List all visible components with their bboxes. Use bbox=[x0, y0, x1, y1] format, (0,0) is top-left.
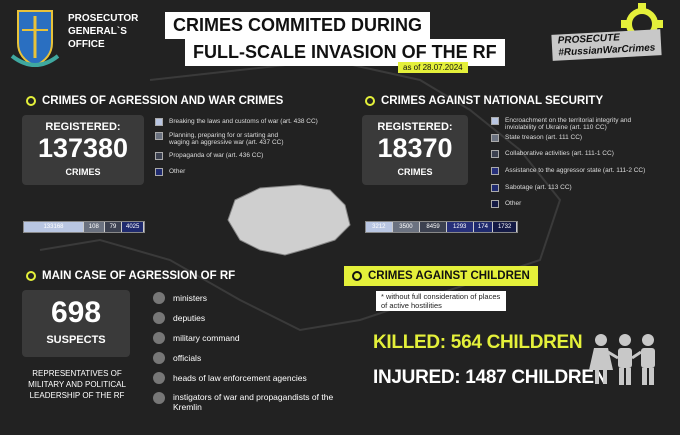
bullet-icon bbox=[153, 292, 165, 304]
title-line1: CRIMES COMMITED DURING bbox=[165, 12, 430, 39]
bar-segment: 133168 bbox=[24, 222, 84, 232]
legend-swatch bbox=[491, 117, 499, 125]
legend-swatch bbox=[155, 132, 163, 140]
legend-swatch bbox=[491, 134, 499, 142]
children-heading: CRIMES AGAINST CHILDREN bbox=[344, 266, 538, 286]
suspects-caption: REPRESENTATIVES OF MILITARY AND POLITICA… bbox=[28, 369, 126, 400]
children-injured: INJURED: 1487 CHILDREN bbox=[373, 367, 608, 388]
ukraine-map bbox=[227, 184, 351, 256]
bar-segment: 174 bbox=[473, 222, 494, 232]
prosecutor-emblem-logo bbox=[10, 10, 60, 68]
org-name: PROSECUTOR GENERAL`S OFFICE bbox=[68, 13, 139, 50]
bullet-icon bbox=[153, 372, 165, 384]
security-registered-box: REGISTERED: 18370 CRIMES bbox=[362, 115, 468, 185]
legend-swatch bbox=[155, 168, 163, 176]
aggression-heading: CRIMES OF AGRESSION AND WAR CRIMES bbox=[26, 95, 283, 107]
bar-segment: 8459 bbox=[420, 222, 447, 232]
legend-swatch bbox=[491, 167, 499, 175]
title-line2: FULL-SCALE INVASION OF THE RF bbox=[185, 39, 505, 66]
target-icon bbox=[365, 96, 375, 106]
target-icon bbox=[26, 96, 36, 106]
main-case-heading: MAIN CASE OF AGRESSION OF RF bbox=[26, 270, 235, 282]
legend-swatch bbox=[155, 118, 163, 126]
security-legend: Encroachment on the territorial integrit… bbox=[491, 117, 676, 217]
suspects-box: 698 SUSPECTS bbox=[22, 290, 130, 357]
aggression-registered-box: REGISTERED: 137380 CRIMES bbox=[22, 115, 144, 185]
suspects-list: ministers deputies military command offi… bbox=[153, 292, 343, 432]
bullet-icon bbox=[153, 312, 165, 324]
bullet-icon bbox=[153, 392, 165, 404]
bar-segment: 1293 bbox=[446, 222, 474, 232]
bar-segment: 108 bbox=[83, 222, 105, 232]
children-note: * without full consideration of places o… bbox=[376, 291, 506, 311]
security-heading: CRIMES AGAINST NATIONAL SECURITY bbox=[365, 95, 603, 107]
children-icon bbox=[589, 334, 655, 385]
legend-swatch bbox=[491, 200, 499, 208]
bar-segment: 4025 bbox=[122, 222, 144, 232]
bullet-icon bbox=[153, 332, 165, 344]
security-breakdown-bar: 3212 3500 8459 1293 174 1732 bbox=[365, 221, 518, 233]
legend-swatch bbox=[155, 152, 163, 160]
aggression-breakdown-bar: 133168 108 79 4025 bbox=[23, 221, 145, 233]
date-badge: as of 28.07.2024 bbox=[398, 62, 468, 73]
bar-segment: 3500 bbox=[392, 222, 421, 232]
legend-swatch bbox=[491, 184, 499, 192]
bar-segment: 1732 bbox=[493, 222, 517, 232]
target-icon bbox=[26, 271, 36, 281]
bullet-icon bbox=[153, 352, 165, 364]
aggression-legend: Breaking the laws and customs of war (ar… bbox=[155, 118, 345, 188]
bar-segment: 3212 bbox=[366, 222, 393, 232]
bar-segment: 79 bbox=[104, 222, 123, 232]
legend-swatch bbox=[491, 150, 499, 158]
target-icon bbox=[352, 271, 362, 281]
children-killed: KILLED: 564 CHILDREN bbox=[373, 332, 583, 353]
